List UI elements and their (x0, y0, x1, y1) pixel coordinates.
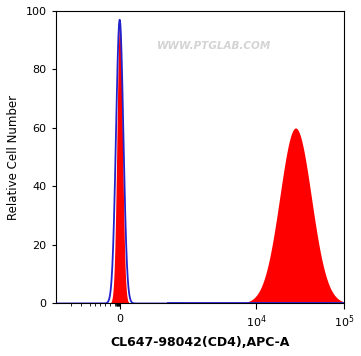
Text: WWW.PTGLAB.COM: WWW.PTGLAB.COM (157, 41, 271, 51)
Y-axis label: Relative Cell Number: Relative Cell Number (7, 95, 20, 220)
X-axis label: CL647-98042(CD4),APC-A: CL647-98042(CD4),APC-A (110, 336, 290, 349)
